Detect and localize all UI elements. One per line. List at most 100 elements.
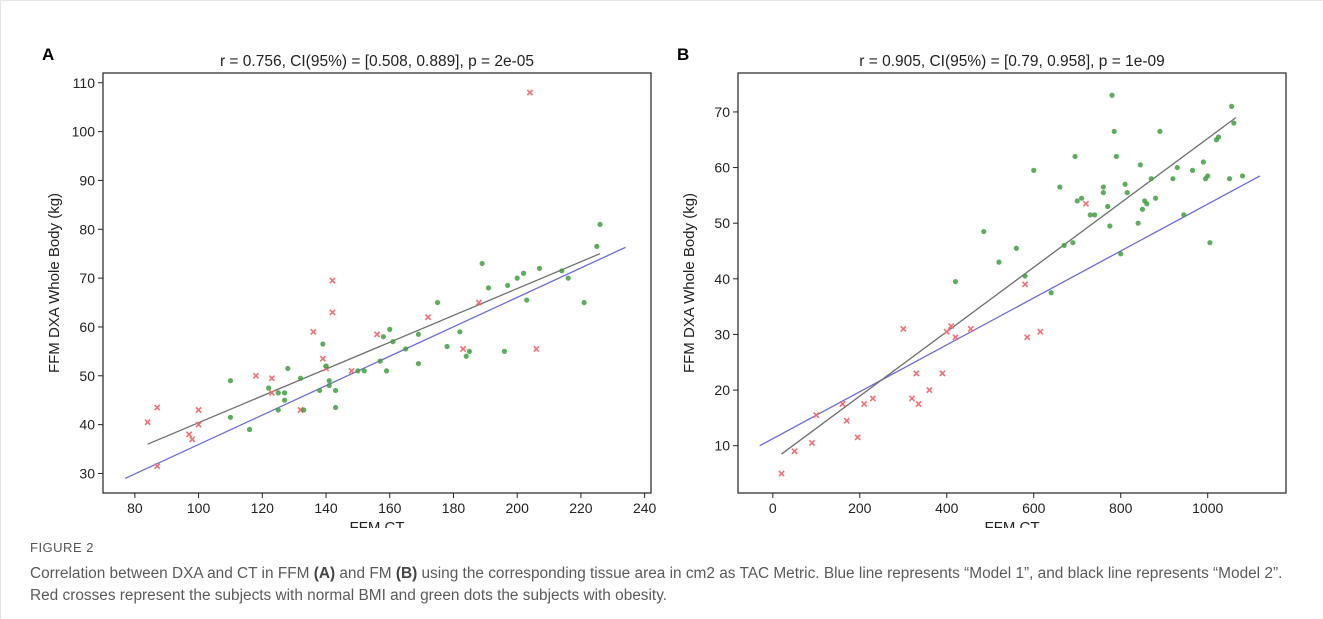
plot-area xyxy=(125,90,625,478)
y-axis-label: FFM DXA Whole Body (kg) xyxy=(46,193,63,373)
y-tick-label: 10 xyxy=(714,438,730,454)
obesity-point xyxy=(1190,168,1195,173)
obesity-point xyxy=(1022,273,1027,278)
x-axis-label: FFM CT xyxy=(985,519,1040,528)
normal-bmi-point xyxy=(953,335,958,340)
obesity-point xyxy=(594,244,599,249)
obesity-point xyxy=(1079,196,1084,201)
obesity-point xyxy=(505,283,510,288)
chart-panel-b: B r = 0.905, CI(95%) = [0.79, 0.958], p … xyxy=(665,38,1305,528)
obesity-point xyxy=(228,415,233,420)
obesity-point xyxy=(416,332,421,337)
normal-bmi-point xyxy=(155,405,160,410)
obesity-point xyxy=(1070,240,1075,245)
x-axis-label: FFM CT xyxy=(350,519,405,528)
obesity-point xyxy=(1118,251,1123,256)
normal-bmi-point xyxy=(1022,282,1027,287)
plot-area xyxy=(760,93,1260,476)
obesity-point xyxy=(1201,159,1206,164)
obesity-point xyxy=(559,268,564,273)
obesity-point xyxy=(327,378,332,383)
normal-bmi-point xyxy=(909,396,914,401)
obesity-point xyxy=(1125,190,1130,195)
normal-bmi-point xyxy=(844,418,849,423)
obesity-point xyxy=(276,390,281,395)
normal-bmi-point xyxy=(855,435,860,440)
obesity-point xyxy=(1136,221,1141,226)
x-tick-label: 600 xyxy=(1022,500,1046,516)
obesity-point xyxy=(323,363,328,368)
normal-bmi-point xyxy=(940,371,945,376)
normal-bmi-point xyxy=(269,376,274,381)
x-tick-label: 1000 xyxy=(1192,500,1223,516)
normal-bmi-point xyxy=(814,413,819,418)
obesity-point xyxy=(597,222,602,227)
obesity-point xyxy=(1181,212,1186,217)
panel-label-a: A xyxy=(42,45,54,65)
y-tick-label: 90 xyxy=(79,172,95,188)
x-tick-label: 240 xyxy=(633,500,657,516)
obesity-point xyxy=(247,427,252,432)
caption-text: Correlation between DXA and CT in FFM (A… xyxy=(30,563,1290,607)
obesity-point xyxy=(1122,182,1127,187)
model-2-regression-line xyxy=(148,254,600,444)
obesity-point xyxy=(1138,162,1143,167)
obesity-point xyxy=(390,339,395,344)
obesity-point xyxy=(1112,129,1117,134)
obesity-point xyxy=(1114,154,1119,159)
obesity-point xyxy=(1153,196,1158,201)
obesity-point xyxy=(282,390,287,395)
left-border xyxy=(0,0,1,619)
x-tick-label: 200 xyxy=(506,500,530,516)
obesity-point xyxy=(581,300,586,305)
obesity-point xyxy=(1101,190,1106,195)
obesity-point xyxy=(1240,173,1245,178)
obesity-point xyxy=(1149,176,1154,181)
normal-bmi-point xyxy=(425,315,430,320)
obesity-point xyxy=(333,388,338,393)
obesity-point xyxy=(1144,201,1149,206)
caption-segment: Correlation between DXA and CT in FFM xyxy=(30,565,314,582)
obesity-point xyxy=(1101,184,1106,189)
figure-caption: FIGURE 2 Correlation between DXA and CT … xyxy=(30,540,1290,607)
top-border xyxy=(0,0,1323,1)
normal-bmi-point xyxy=(527,90,532,95)
obesity-point xyxy=(1140,207,1145,212)
obesity-point xyxy=(1157,129,1162,134)
axes-frame xyxy=(103,73,651,493)
obesity-point xyxy=(1031,168,1036,173)
model-1-regression-line xyxy=(125,247,625,478)
obesity-point xyxy=(521,271,526,276)
normal-bmi-point xyxy=(944,329,949,334)
obesity-point xyxy=(1105,204,1110,209)
normal-bmi-point xyxy=(186,432,191,437)
obesity-point xyxy=(1231,120,1236,125)
obesity-point xyxy=(1207,240,1212,245)
caption-segment: and FM xyxy=(335,565,396,582)
obesity-point xyxy=(1175,165,1180,170)
normal-bmi-point xyxy=(914,371,919,376)
obesity-point xyxy=(1062,243,1067,248)
normal-bmi-point xyxy=(190,437,195,442)
obesity-point xyxy=(228,378,233,383)
normal-bmi-point xyxy=(196,407,201,412)
obesity-point xyxy=(1049,290,1054,295)
obesity-point xyxy=(285,366,290,371)
obesity-point xyxy=(266,385,271,390)
obesity-point xyxy=(480,261,485,266)
obesity-point xyxy=(282,398,287,403)
x-tick-label: 140 xyxy=(314,500,338,516)
normal-bmi-point xyxy=(534,346,539,351)
normal-bmi-point xyxy=(311,329,316,334)
normal-bmi-point xyxy=(1038,329,1043,334)
normal-bmi-point xyxy=(862,401,867,406)
normal-bmi-point xyxy=(349,368,354,373)
obesity-point xyxy=(403,346,408,351)
obesity-point xyxy=(515,276,520,281)
obesity-point xyxy=(444,344,449,349)
normal-bmi-point xyxy=(901,326,906,331)
obesity-point xyxy=(1229,104,1234,109)
x-tick-label: 100 xyxy=(187,500,211,516)
obesity-point xyxy=(416,361,421,366)
obesity-point xyxy=(537,266,542,271)
